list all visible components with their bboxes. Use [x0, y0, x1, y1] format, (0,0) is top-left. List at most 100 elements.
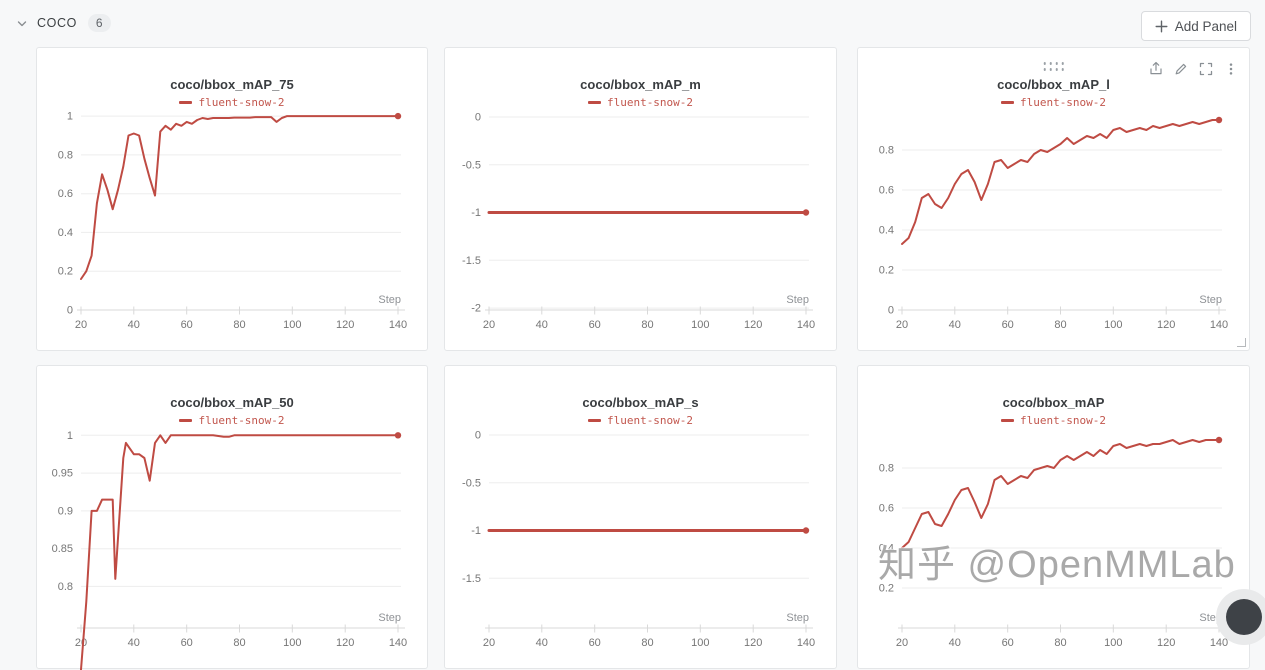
svg-text:60: 60: [1002, 319, 1014, 331]
svg-text:0.6: 0.6: [879, 503, 894, 515]
svg-text:140: 140: [1210, 319, 1228, 331]
svg-text:-0.5: -0.5: [462, 159, 481, 171]
svg-text:20: 20: [75, 319, 87, 331]
chart-panel-bbox-map-m[interactable]: coco/bbox_mAP_m fluent-snow-2 0 -0.5 -1 -1.…: [444, 47, 837, 351]
svg-text:100: 100: [691, 319, 709, 331]
plus-icon: [1155, 20, 1168, 33]
svg-text:20: 20: [75, 637, 87, 649]
panel-controls: [1148, 61, 1238, 76]
svg-text:1: 1: [67, 430, 73, 442]
fab-halo: [1216, 589, 1265, 645]
svg-text:0: 0: [888, 305, 894, 317]
svg-text:80: 80: [641, 637, 653, 649]
svg-text:0.8: 0.8: [879, 145, 894, 157]
svg-text:80: 80: [233, 319, 245, 331]
svg-text:-0.5: -0.5: [462, 477, 481, 489]
panel-resize-handle[interactable]: [1237, 338, 1246, 347]
svg-text:140: 140: [797, 637, 815, 649]
svg-text:-1.5: -1.5: [462, 255, 481, 267]
svg-text:60: 60: [589, 637, 601, 649]
svg-text:-1: -1: [471, 525, 481, 537]
chart-plot[interactable]: 1 0.8 0.6 0.4 0.2 0 20 40 60 80 100 120 140 Step: [37, 48, 427, 350]
chevron-down-icon: [16, 17, 28, 29]
svg-text:Step: Step: [378, 294, 401, 306]
svg-text:0.2: 0.2: [879, 265, 894, 277]
svg-text:0.4: 0.4: [58, 227, 73, 239]
chart-panel-bbox-map-50[interactable]: coco/bbox_mAP_50 fluent-snow-2 1 0.95 0.9 0…: [36, 365, 428, 670]
svg-text:40: 40: [949, 637, 961, 649]
scroll-fab-button[interactable]: [1226, 599, 1262, 635]
svg-text:60: 60: [181, 637, 193, 649]
svg-text:100: 100: [691, 637, 709, 649]
panel-count-badge: 6: [87, 14, 111, 32]
svg-text:0: 0: [475, 112, 481, 124]
svg-text:100: 100: [283, 319, 301, 331]
svg-text:120: 120: [1157, 637, 1175, 649]
svg-text:120: 120: [336, 637, 354, 649]
svg-text:60: 60: [1002, 637, 1014, 649]
chart-plot[interactable]: 0 -0.5 -1 -1.5 -2 20 40 60 80 100 120 140 Step: [445, 48, 836, 350]
svg-text:0.6: 0.6: [58, 188, 73, 200]
fullscreen-icon[interactable]: [1198, 61, 1213, 76]
svg-text:Step: Step: [378, 612, 401, 624]
add-panel-button[interactable]: Add Panel: [1140, 11, 1251, 41]
svg-text:0.85: 0.85: [52, 543, 73, 555]
chart-plot[interactable]: 0.8 0.6 0.4 0.2 20 40 60 80 100 120 140 Step: [858, 366, 1249, 668]
section-collapse-toggle[interactable]: coco 6: [16, 14, 111, 32]
svg-text:20: 20: [896, 637, 908, 649]
svg-text:120: 120: [1157, 319, 1175, 331]
edit-pencil-icon[interactable]: [1173, 61, 1188, 76]
drag-handle[interactable]: [1043, 62, 1064, 71]
svg-text:-1: -1: [471, 207, 481, 219]
svg-text:120: 120: [744, 319, 762, 331]
svg-text:-2: -2: [471, 303, 481, 315]
chart-plot[interactable]: 0.8 0.6 0.4 0.2 0 20 40 60 80 100 120 140 Step: [858, 48, 1249, 350]
svg-text:140: 140: [1210, 637, 1228, 649]
svg-text:Step: Step: [786, 612, 809, 624]
svg-text:80: 80: [1054, 637, 1066, 649]
svg-text:0: 0: [475, 430, 481, 442]
svg-text:0.95: 0.95: [52, 468, 73, 480]
svg-text:20: 20: [483, 637, 495, 649]
svg-text:20: 20: [483, 319, 495, 331]
svg-text:40: 40: [128, 637, 140, 649]
svg-text:0.8: 0.8: [58, 149, 73, 161]
svg-text:80: 80: [641, 319, 653, 331]
export-icon[interactable]: [1148, 61, 1163, 76]
svg-text:40: 40: [536, 319, 548, 331]
svg-text:0.6: 0.6: [879, 185, 894, 197]
svg-text:80: 80: [233, 637, 245, 649]
svg-text:40: 40: [949, 319, 961, 331]
svg-text:80: 80: [1054, 319, 1066, 331]
section-header: coco 6 Add Panel: [0, 0, 1265, 46]
svg-text:100: 100: [1104, 637, 1122, 649]
svg-text:0.2: 0.2: [879, 583, 894, 595]
svg-text:0.9: 0.9: [58, 505, 73, 517]
svg-text:60: 60: [589, 319, 601, 331]
chart-plot[interactable]: 1 0.95 0.9 0.85 0.8 20 40 60 80 100 120 140 Step: [37, 366, 427, 670]
svg-text:120: 120: [744, 637, 762, 649]
chart-panel-bbox-map[interactable]: coco/bbox_mAP fluent-snow-2 0.8 0.6 0.4 0.2…: [857, 365, 1250, 669]
svg-text:0.2: 0.2: [58, 266, 73, 278]
chart-plot[interactable]: 0 -0.5 -1 -1.5 20 40 60 80 100 120 140 Step: [445, 366, 836, 668]
add-panel-label: Add Panel: [1174, 18, 1237, 34]
svg-text:Step: Step: [1199, 294, 1222, 306]
chart-panel-bbox-map-75[interactable]: coco/bbox_mAP_75 fluent-snow-2 1 0.8 0.6 0.…: [36, 47, 428, 351]
chart-panel-bbox-map-l[interactable]: coco/bbox_mAP_l fluent-snow-2 0.8 0.6 0.4 0…: [857, 47, 1250, 351]
svg-text:0: 0: [67, 305, 73, 317]
svg-text:100: 100: [1104, 319, 1122, 331]
svg-text:0.4: 0.4: [879, 543, 894, 555]
chart-panel-bbox-map-s[interactable]: coco/bbox_mAP_s fluent-snow-2 0 -0.5 -1 -1.…: [444, 365, 837, 669]
svg-text:20: 20: [896, 319, 908, 331]
svg-text:1: 1: [67, 111, 73, 123]
svg-text:-1.5: -1.5: [462, 573, 481, 585]
svg-text:140: 140: [389, 319, 407, 331]
kebab-menu-icon[interactable]: [1223, 61, 1238, 76]
svg-text:60: 60: [181, 319, 193, 331]
svg-text:40: 40: [128, 319, 140, 331]
section-title: coco: [37, 16, 77, 30]
svg-text:0.4: 0.4: [879, 225, 894, 237]
svg-text:0.8: 0.8: [58, 581, 73, 593]
svg-text:Step: Step: [786, 294, 809, 306]
svg-text:40: 40: [536, 637, 548, 649]
